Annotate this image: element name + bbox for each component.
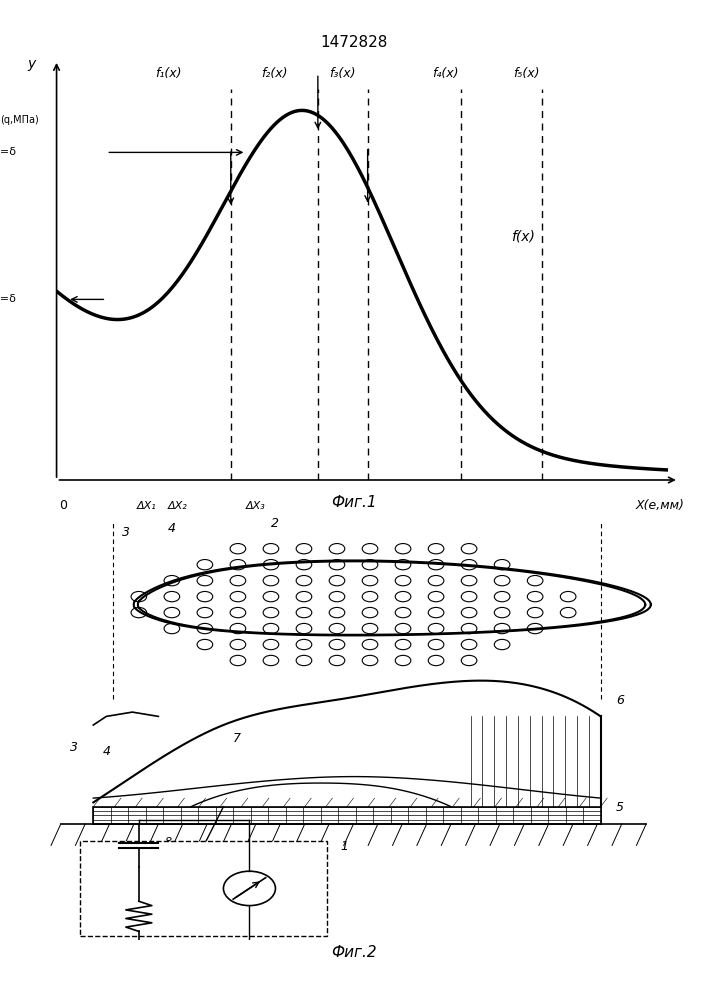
Text: f(x): f(x) bbox=[510, 230, 534, 244]
Text: Фиг.1: Фиг.1 bbox=[331, 495, 376, 510]
Text: 8: 8 bbox=[165, 837, 172, 847]
Bar bbox=[81, 841, 327, 936]
Text: f₅(x): f₅(x) bbox=[513, 67, 539, 80]
Text: 9: 9 bbox=[165, 889, 172, 899]
Text: Δy₃=δ: Δy₃=δ bbox=[0, 147, 17, 157]
Text: Δy₁=δ: Δy₁=δ bbox=[0, 294, 17, 304]
Text: ΔX₃: ΔX₃ bbox=[246, 501, 266, 511]
Text: f₄(x): f₄(x) bbox=[432, 67, 459, 80]
Text: 10: 10 bbox=[229, 859, 243, 869]
Text: 6: 6 bbox=[617, 694, 624, 706]
Text: 4: 4 bbox=[103, 745, 110, 758]
Text: 5: 5 bbox=[617, 801, 624, 814]
Text: 4: 4 bbox=[168, 522, 175, 534]
Text: f₂(x): f₂(x) bbox=[261, 67, 288, 80]
Text: 3: 3 bbox=[70, 741, 78, 754]
Text: 7: 7 bbox=[233, 732, 240, 745]
Text: X(e,мм): X(e,мм) bbox=[636, 499, 684, 512]
Text: y: y bbox=[28, 57, 36, 71]
Text: 0: 0 bbox=[59, 499, 66, 512]
Text: 1: 1 bbox=[341, 840, 349, 853]
Polygon shape bbox=[93, 807, 601, 824]
Text: 2: 2 bbox=[271, 517, 279, 530]
Text: ΔX₁: ΔX₁ bbox=[137, 501, 157, 511]
Text: f₃(x): f₃(x) bbox=[329, 67, 356, 80]
Text: (q,МПа): (q,МПа) bbox=[0, 115, 39, 125]
Text: 3: 3 bbox=[122, 526, 130, 539]
Text: f₁(x): f₁(x) bbox=[156, 67, 182, 80]
Text: 1472828: 1472828 bbox=[320, 35, 387, 50]
Text: ΔX₂: ΔX₂ bbox=[168, 501, 188, 511]
Text: Фиг.2: Фиг.2 bbox=[331, 945, 376, 960]
